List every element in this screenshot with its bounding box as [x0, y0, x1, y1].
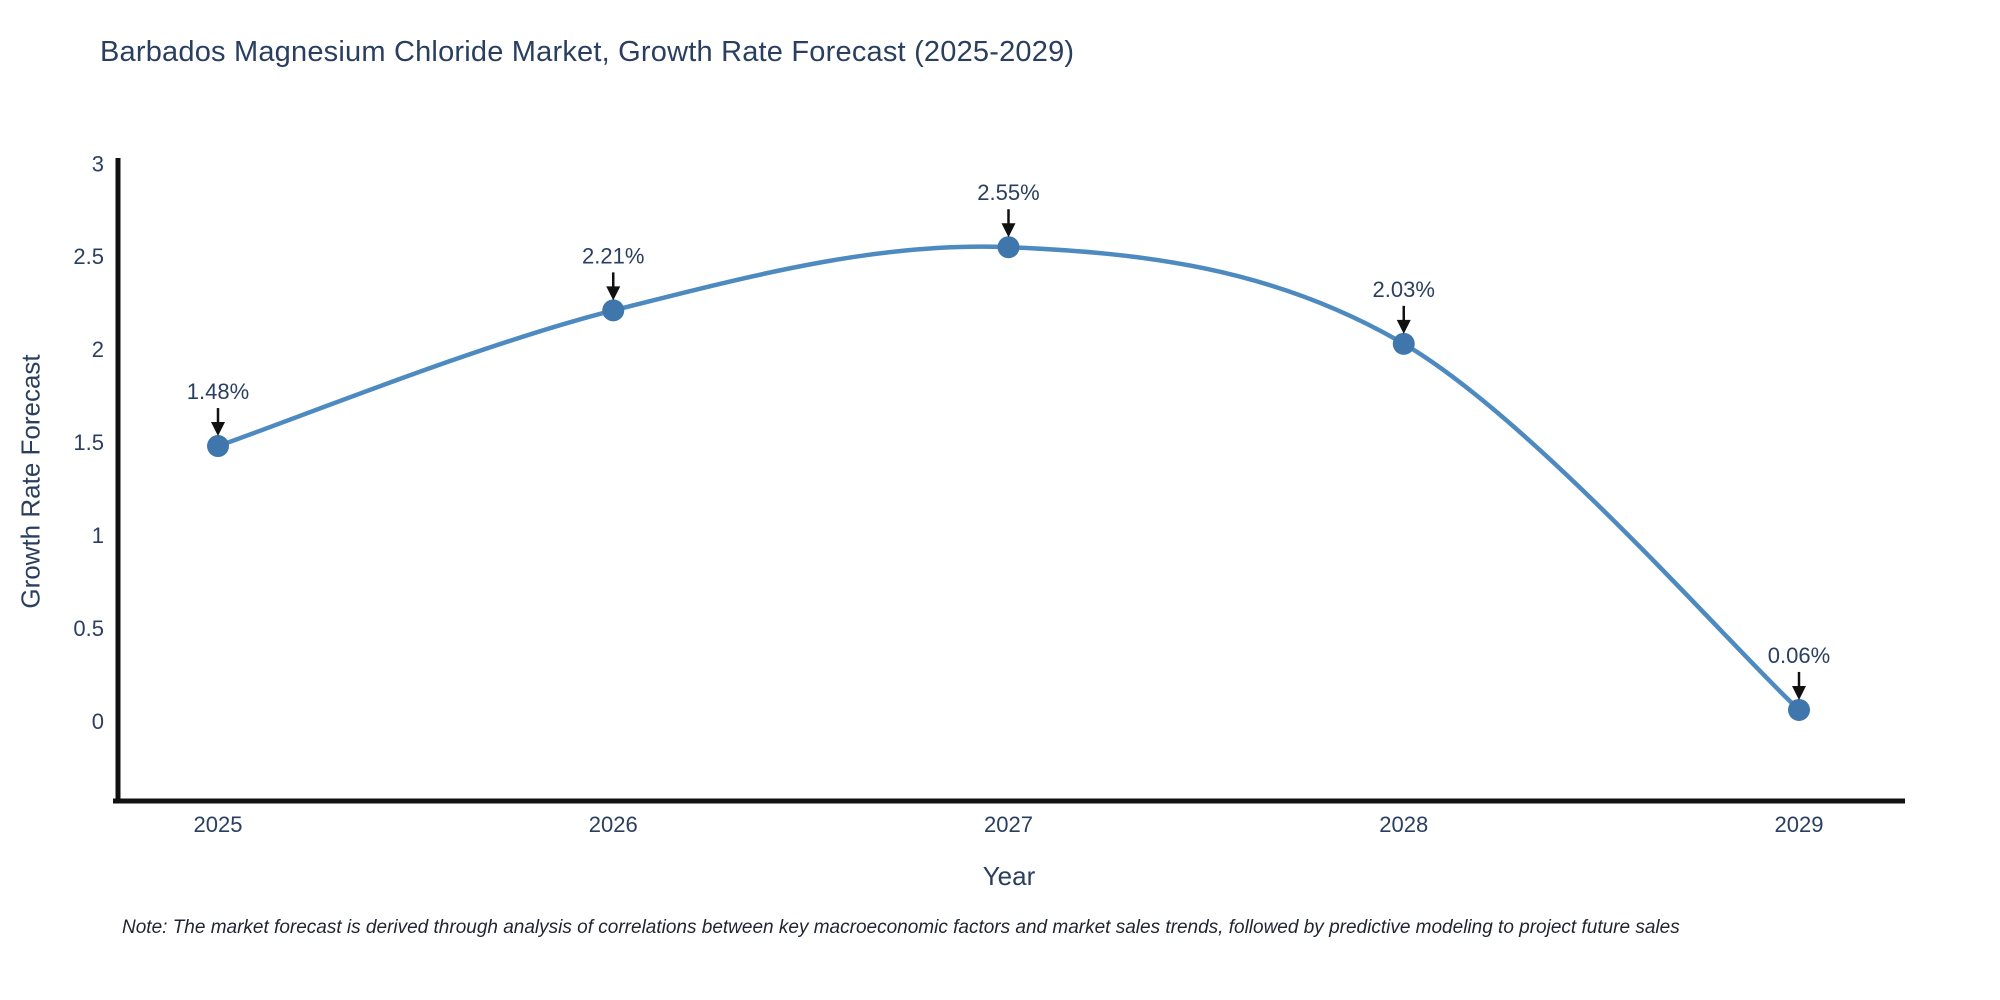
y-tick-label: 0 [92, 709, 104, 734]
x-tick-label: 2029 [1775, 812, 1824, 837]
annotation-arrowhead-icon [211, 422, 225, 437]
y-tick-label: 0.5 [73, 616, 104, 641]
data-point-marker[interactable] [1788, 698, 1810, 721]
x-tick-label: 2026 [589, 812, 638, 837]
y-tick-label: 1.5 [73, 430, 104, 455]
x-axis-title: Year [982, 861, 1036, 891]
x-tick-label: 2025 [194, 812, 243, 837]
footnote: Note: The market forecast is derived thr… [122, 917, 1680, 938]
x-tick-label: 2027 [984, 812, 1033, 837]
forecast-line [215, 244, 1802, 713]
data-point-marker[interactable] [207, 435, 229, 458]
y-tick-label: 2 [92, 337, 104, 362]
point-annotation-label: 1.48% [187, 379, 249, 404]
data-point-marker[interactable] [1392, 332, 1415, 355]
annotation-arrowhead-icon [1001, 223, 1016, 238]
data-point-marker[interactable] [602, 299, 625, 322]
point-annotation-label: 2.55% [977, 180, 1039, 205]
y-tick-label: 3 [92, 151, 104, 176]
point-annotation-label: 0.06% [1768, 643, 1830, 668]
chart-title: Barbados Magnesium Chloride Market, Grow… [100, 36, 1075, 68]
annotation-arrowhead-icon [1792, 685, 1806, 700]
point-annotation-label: 2.03% [1373, 277, 1435, 302]
annotation-arrowhead-icon [1396, 319, 1411, 334]
x-tick-label: 2028 [1379, 812, 1428, 837]
y-tick-label: 1 [92, 523, 104, 548]
point-annotation-label: 2.21% [582, 243, 644, 268]
annotation-arrowhead-icon [606, 286, 621, 301]
data-point-marker[interactable] [997, 236, 1020, 259]
y-tick-label: 2.5 [73, 244, 104, 269]
